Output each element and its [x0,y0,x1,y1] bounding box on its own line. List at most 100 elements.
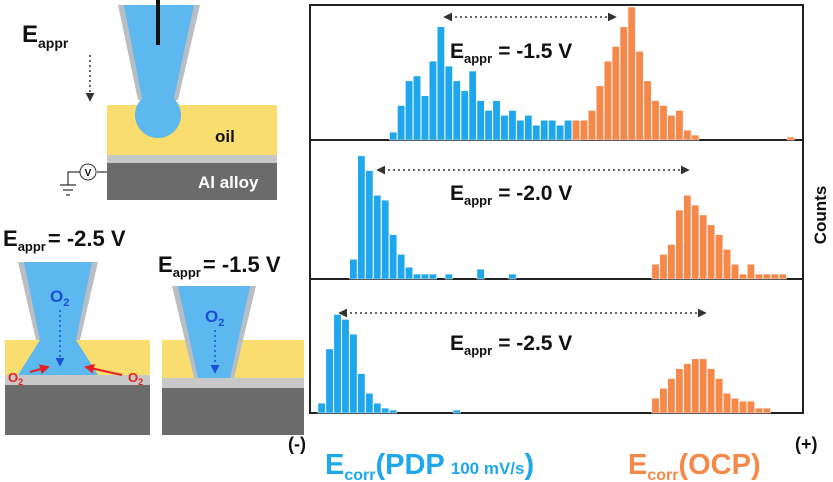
histogram-bar [731,397,739,414]
histogram-bar [341,319,350,414]
droplet [18,340,98,375]
alloy-layer [162,388,304,435]
annotation-rest: = -2.0 V [498,182,572,205]
histogram-bar [421,95,429,141]
histogram-bar [659,105,668,141]
histogram-bar [429,60,437,141]
histogram-bar [754,407,763,414]
histogram-bar [747,263,755,280]
panel-annotation: Eappr = -2.5 V [450,332,572,358]
histogram-bar [349,333,358,414]
alloy-layer [5,385,150,435]
histogram-bar [444,65,453,141]
x-label-pdp: Ecorr(PDP 100 mV/s) [325,449,534,482]
histogram-bar [739,400,747,414]
histogram-bar [611,46,620,141]
circuit [60,171,107,196]
histogram-bar [508,110,517,141]
annotation-main: E [450,332,464,355]
histogram-bar [540,120,549,141]
histogram-bar [627,6,636,141]
histogram-bar [365,393,374,414]
voltmeter-label: V [85,168,92,179]
histogram-bar [762,273,771,280]
histogram-bar [357,373,366,414]
histogram-bar [731,263,739,280]
x-min-label: (-) [288,434,306,454]
histogram-bar [786,136,795,141]
histogram-bar [619,26,628,141]
alloy-layer [107,163,277,200]
histogram-bar [643,80,652,141]
histogram-bar [723,393,732,414]
annotation-sub: appr [464,193,492,208]
annotation-sub: appr [464,51,492,66]
pipette-fluid [124,5,194,98]
oxygen-arrow-left [29,364,50,374]
histogram-bar [508,273,517,280]
histogram-bar [651,397,660,414]
histogram-bar [500,115,509,141]
histogram-bar [707,224,716,280]
histogram-bar [580,120,588,141]
oxygen-label: O2 [50,287,69,309]
histogram-bar [595,85,604,141]
histogram-bar [524,115,533,141]
histogram-bar [452,80,461,141]
alloy-label: Al alloy [198,173,259,192]
histogram-bar [548,120,557,141]
histogram-bar [723,249,732,280]
histogram-bar [683,363,692,414]
oxygen-left: O2 [8,370,23,387]
histogram-bar [373,195,382,280]
annotation-rest: = -1.5 V [498,40,572,63]
histogram-bar [770,273,779,280]
histogram-bar [699,214,708,280]
histogram-bar [413,273,421,280]
histogram-bar [452,409,461,414]
histogram-bar [675,368,684,414]
histogram-bar [317,402,326,414]
histogram-bar [333,314,342,414]
histogram-bar [389,234,398,280]
histogram-bar [667,378,676,414]
histogram-bar [492,100,501,141]
histogram-bar [683,129,692,141]
histogram-bar [476,268,485,280]
histogram-bar [516,120,525,141]
pipette-fluid [178,286,250,378]
pipette-fluid [24,262,92,340]
histogram-bar [675,110,684,141]
annotation-main: E [450,182,464,205]
annotation-sub: appr [464,343,492,358]
panel-annotation: Eappr = -2.0 V [450,182,572,208]
oxygen-label: O2 [205,307,224,329]
histogram-bar [667,115,676,141]
histogram-bar [397,254,406,280]
histogram-bar [707,368,716,414]
histogram-bar [325,348,334,414]
histogram-bar [349,259,358,280]
x-max-label: (+) [795,434,818,454]
histogram-bar [691,134,700,141]
histogram-bar [762,407,771,414]
schematic-middle: Eappr= -1.5 V O2 [158,252,304,435]
top-label: Eappr [22,21,69,51]
histogram-bar [556,124,565,141]
histogram-bar [381,199,390,280]
histogram-bar [381,407,390,414]
histogram-bar [389,409,398,414]
histogram-bar [373,402,382,414]
histogram-bar [603,60,612,141]
histogram-bar [365,170,374,280]
annotation-main: E [450,40,464,63]
histogram-bar [651,263,660,280]
histogram-bar [460,90,469,141]
histogram-bar [715,234,724,280]
histogram-bar [413,75,421,141]
histogram-bar [444,273,453,280]
histogram-bar [683,195,692,280]
histogram-bar [635,51,644,141]
x-label-ocp: Ecorr(OCP) [628,449,761,482]
histogram-bar [778,273,787,280]
